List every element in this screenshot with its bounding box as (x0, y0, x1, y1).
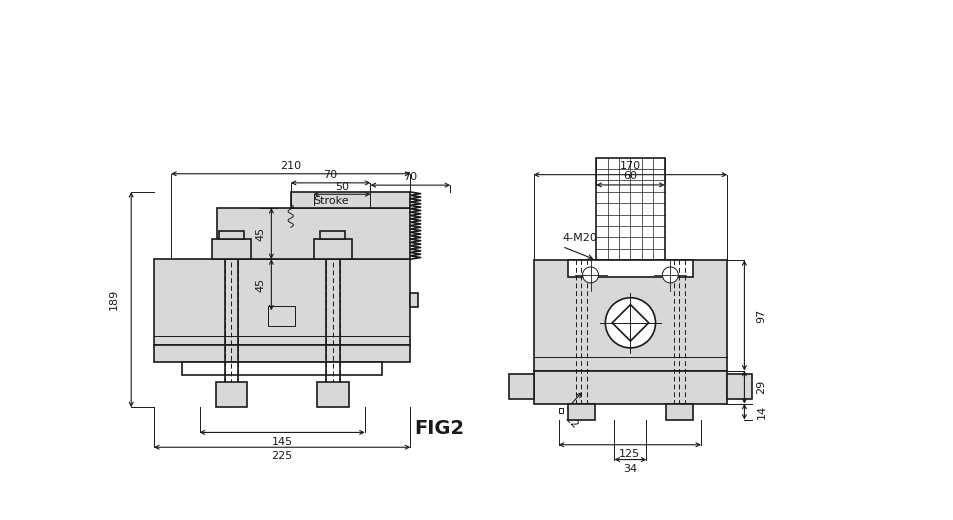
Text: 189: 189 (110, 289, 119, 310)
Text: 50: 50 (335, 183, 349, 192)
Polygon shape (410, 293, 418, 307)
Polygon shape (665, 404, 693, 420)
Text: 145: 145 (272, 437, 293, 447)
Bar (558, 408, 562, 413)
Text: 29: 29 (756, 380, 765, 394)
Polygon shape (533, 260, 726, 371)
Polygon shape (567, 260, 693, 277)
Bar (596, 158, 664, 260)
Circle shape (661, 267, 678, 283)
Text: 45: 45 (255, 278, 265, 292)
Text: 70: 70 (323, 170, 337, 180)
Text: 60: 60 (623, 172, 637, 181)
Polygon shape (153, 345, 410, 362)
Polygon shape (533, 371, 726, 404)
Polygon shape (182, 362, 381, 375)
Polygon shape (218, 231, 244, 239)
Polygon shape (726, 374, 752, 399)
Text: 45: 45 (255, 227, 265, 241)
Text: 4-M20: 4-M20 (561, 232, 597, 243)
Polygon shape (216, 208, 410, 259)
Polygon shape (314, 239, 352, 259)
Text: Stroke: Stroke (314, 196, 349, 206)
Polygon shape (153, 259, 410, 345)
Polygon shape (508, 374, 533, 399)
Text: 97: 97 (756, 308, 765, 322)
Text: 170: 170 (619, 161, 640, 171)
Text: FIG2: FIG2 (414, 419, 463, 438)
Polygon shape (612, 305, 648, 341)
Text: 70: 70 (403, 173, 417, 183)
Text: 125: 125 (618, 449, 639, 459)
Polygon shape (215, 382, 247, 407)
Polygon shape (320, 231, 345, 239)
Bar (268, 306, 295, 327)
Polygon shape (291, 192, 410, 208)
Circle shape (582, 267, 598, 283)
Polygon shape (567, 404, 595, 420)
Text: 22: 22 (562, 413, 579, 430)
Polygon shape (212, 239, 251, 259)
Text: 34: 34 (622, 464, 637, 474)
Text: 225: 225 (272, 451, 293, 461)
Text: 14: 14 (756, 405, 765, 419)
Text: 210: 210 (280, 161, 301, 171)
Polygon shape (316, 382, 349, 407)
Circle shape (605, 298, 655, 348)
